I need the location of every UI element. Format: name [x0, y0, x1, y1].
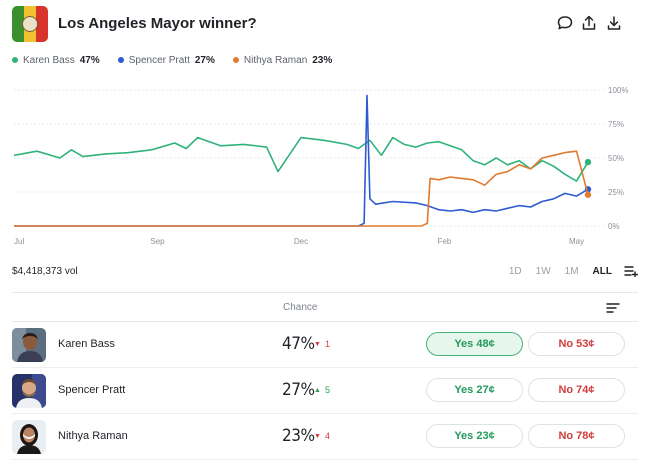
x-tick-label: Jul [14, 237, 24, 246]
legend-item-karen-bass: Karen Bass 47% [12, 55, 100, 66]
legend-dot [12, 57, 18, 63]
divider [12, 321, 638, 322]
flag-icon [12, 6, 48, 42]
range-1d[interactable]: 1D [508, 265, 522, 277]
avatar [12, 328, 46, 362]
down-arrow-icon: ▼ [314, 340, 321, 348]
outcome-row[interactable]: Karen Bass 47% ▼ 1 Yes 48¢ No 53¢ [12, 322, 638, 368]
x-tick-label: Sep [150, 237, 165, 246]
series-line [13, 136, 589, 182]
divider [12, 292, 638, 293]
x-tick-label: May [569, 237, 584, 246]
x-tick-label: Dec [294, 237, 308, 246]
download-icon[interactable] [605, 14, 623, 32]
buy-no-button[interactable]: No 78¢ [528, 424, 625, 448]
outcome-row[interactable]: Spencer Pratt 27% ▲ 5 Yes 27¢ No 74¢ [12, 368, 638, 414]
time-range-selector: 1D 1W 1M ALL [495, 265, 638, 277]
series-line [14, 150, 589, 227]
avatar [12, 374, 46, 408]
range-all[interactable]: ALL [592, 265, 612, 277]
market-header: Los Angeles Mayor winner? [12, 6, 638, 42]
page-title: Los Angeles Mayor winner? [58, 15, 257, 32]
buy-yes-button[interactable]: Yes 48¢ [426, 332, 523, 356]
outcome-name: Karen Bass [58, 338, 115, 350]
outcome-row[interactable]: Nithya Raman 23% ▼ 4 Yes 23¢ No 78¢ [12, 414, 638, 460]
down-arrow-icon: ▼ [314, 432, 321, 440]
comment-icon[interactable] [556, 14, 574, 32]
outcome-name: Nithya Raman [58, 430, 128, 442]
legend-item-nithya-raman: Nithya Raman 23% [232, 54, 333, 66]
chance-value: 27% [282, 380, 315, 400]
range-1m[interactable]: 1M [564, 265, 579, 277]
legend-value: 47% [79, 54, 100, 66]
chance-delta: ▼ 1 [314, 339, 330, 349]
buy-yes-button[interactable]: Yes 23¢ [426, 424, 523, 448]
legend-name: Nithya Raman [243, 54, 308, 66]
delta-value: 5 [324, 385, 330, 395]
chance-column-header: Chance [283, 302, 318, 313]
y-tick-label: 100% [608, 86, 628, 95]
share-icon[interactable] [580, 14, 598, 32]
chance-delta: ▼ 4 [314, 431, 330, 441]
divider [12, 367, 638, 368]
legend-name: Spencer Pratt [128, 54, 190, 66]
delta-value: 4 [324, 431, 330, 441]
sort-icon[interactable] [606, 302, 620, 314]
chance-delta: ▲ 5 [314, 385, 330, 395]
series-end-dot [584, 158, 592, 166]
buy-yes-button[interactable]: Yes 27¢ [426, 378, 523, 402]
y-tick-label: 0% [608, 222, 620, 231]
divider [12, 413, 638, 414]
buy-no-button[interactable]: No 53¢ [528, 332, 625, 356]
legend-name: Karen Bass [23, 54, 75, 66]
chance-value: 47% [282, 334, 315, 354]
avatar [12, 420, 46, 454]
outcome-name: Spencer Pratt [58, 384, 126, 396]
y-tick-label: 25% [608, 188, 624, 197]
chart-legend: Karen Bass 47% Spencer Pratt 27% Nithya … [12, 53, 350, 67]
series-line [14, 94, 589, 227]
volume-label: $4,418,373 vol [12, 266, 78, 277]
delta-value: 1 [324, 339, 330, 349]
legend-dot [117, 57, 124, 63]
chance-value: 23% [282, 426, 315, 446]
y-tick-label: 75% [608, 120, 624, 129]
range-1w[interactable]: 1W [535, 265, 551, 277]
legend-item-spencer-pratt: Spencer Pratt 27% [117, 54, 215, 66]
price-history-chart[interactable]: 100% 75% 50% 25% 0% Jul Sep Dec Feb May [0, 78, 650, 258]
series-end-dot [584, 191, 592, 198]
buy-no-button[interactable]: No 74¢ [528, 378, 625, 402]
y-tick-label: 50% [608, 154, 624, 163]
up-arrow-icon: ▲ [314, 386, 321, 394]
divider [12, 459, 638, 460]
chart-settings-icon[interactable] [624, 265, 638, 277]
legend-dot [232, 57, 239, 63]
legend-value: 23% [312, 54, 333, 66]
x-tick-label: Feb [438, 237, 452, 246]
legend-value: 27% [194, 54, 215, 66]
